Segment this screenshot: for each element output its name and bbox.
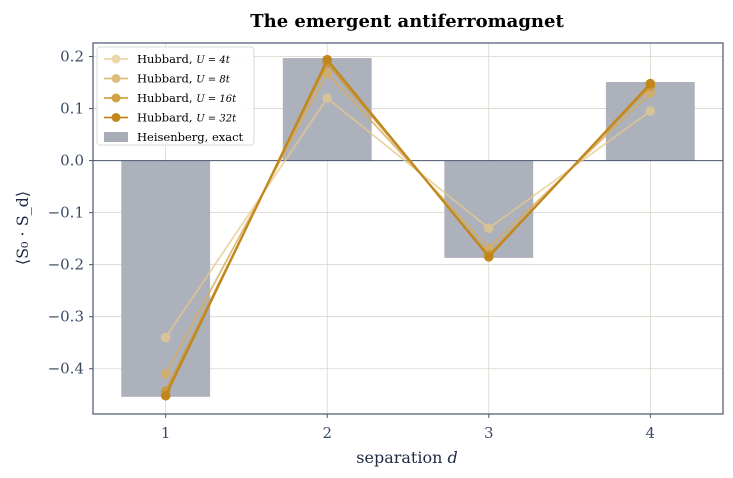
y-tick-label-4: −0.2 (48, 256, 84, 274)
heisenberg-bars (121, 58, 695, 397)
legend-label-bars: Heisenberg, exact (137, 130, 244, 144)
y-axis-label: ⟨S₀ · S_d⟩ (13, 191, 32, 265)
legend-marker-2 (111, 93, 121, 103)
chart-title: The emergent antiferromagnet (250, 11, 564, 32)
bar-d1 (121, 160, 211, 397)
y-axis-ticks: 0.2 0.1 0.0 −0.1 −0.2 −0.3 −0.4 (48, 48, 93, 378)
legend-marker-3 (111, 113, 121, 122)
plot-frame (92, 42, 724, 415)
point-s3-d1 (160, 390, 171, 401)
series-line-3 (164, 57, 652, 397)
x-axis-ticks: 1 2 3 4 (161, 414, 655, 442)
point-s0-d4 (645, 106, 656, 116)
x-tick-label-1: 2 (322, 424, 332, 442)
y-tick-label-5: −0.3 (48, 308, 84, 326)
point-s0-d2 (322, 93, 333, 103)
legend-marker-1 (111, 74, 121, 83)
y-tick-label-3: −0.1 (48, 204, 84, 222)
point-s1-d2 (322, 68, 333, 78)
legend-label-2: Hubbard, U = 16t (137, 91, 237, 105)
legend-entry-0 (104, 54, 128, 64)
legend-marker-0 (111, 54, 121, 64)
point-s1-d3 (483, 243, 494, 253)
legend-label-1: Hubbard, U = 8t (137, 72, 231, 86)
legend-box (96, 46, 255, 146)
x-tick-label-3: 4 (646, 424, 656, 442)
legend-label-0: Hubbard, U = 4t (137, 52, 231, 66)
legend-marker-bars (104, 132, 128, 142)
point-s0-d1 (160, 332, 171, 343)
legend: Hubbard, U = 4t Hubbard, U = 8t Hubbard, U… (96, 46, 255, 146)
y-tick-label-0: 0.2 (60, 48, 84, 66)
point-s1-d4 (645, 88, 656, 98)
point-s1-d1 (160, 369, 171, 379)
point-s3-d3 (483, 252, 494, 262)
point-s0-d3 (483, 223, 494, 234)
y-tick-label-1: 0.1 (60, 100, 84, 118)
legend-entry-3 (104, 113, 128, 122)
x-tick-label-2: 3 (484, 424, 494, 442)
point-s3-d2 (322, 54, 333, 65)
bar-d3 (444, 160, 534, 258)
legend-entry-1 (104, 74, 128, 83)
point-s3-d4 (645, 78, 656, 89)
series-u3 (160, 54, 656, 401)
hubbard-series (160, 54, 656, 401)
legend-entry-2 (104, 93, 128, 103)
x-tick-label-0: 1 (161, 424, 171, 442)
y-tick-label-6: −0.4 (48, 360, 84, 378)
x-axis-label: separation d (356, 448, 457, 467)
y-tick-label-2: 0.0 (60, 152, 84, 170)
legend-label-3: Hubbard, U = 32t (137, 111, 237, 125)
